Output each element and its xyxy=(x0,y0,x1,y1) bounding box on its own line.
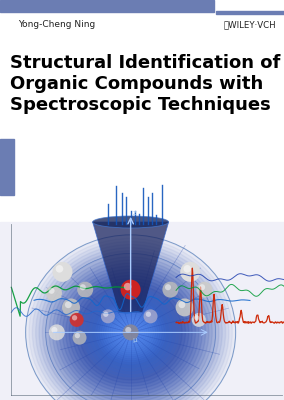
Ellipse shape xyxy=(100,305,161,360)
Circle shape xyxy=(51,327,57,333)
Ellipse shape xyxy=(89,294,172,371)
Circle shape xyxy=(103,312,108,317)
Ellipse shape xyxy=(53,260,209,400)
Circle shape xyxy=(197,282,212,298)
Bar xyxy=(216,11,284,14)
Circle shape xyxy=(80,284,86,290)
Ellipse shape xyxy=(99,303,162,362)
Ellipse shape xyxy=(98,303,163,362)
Ellipse shape xyxy=(39,248,222,400)
Ellipse shape xyxy=(76,282,185,383)
Ellipse shape xyxy=(113,317,148,348)
Ellipse shape xyxy=(96,300,165,364)
Circle shape xyxy=(123,324,139,340)
Circle shape xyxy=(75,333,80,338)
Circle shape xyxy=(53,262,72,282)
Ellipse shape xyxy=(111,315,150,350)
Bar xyxy=(0,139,14,195)
Ellipse shape xyxy=(118,321,143,344)
Ellipse shape xyxy=(66,272,195,392)
Ellipse shape xyxy=(106,310,155,355)
Circle shape xyxy=(180,262,200,282)
Ellipse shape xyxy=(112,316,149,349)
Ellipse shape xyxy=(59,266,202,398)
Ellipse shape xyxy=(120,323,141,342)
Ellipse shape xyxy=(102,307,159,358)
Circle shape xyxy=(65,301,72,308)
Circle shape xyxy=(178,301,185,308)
Circle shape xyxy=(194,315,199,320)
Bar xyxy=(0,0,214,12)
Circle shape xyxy=(101,309,115,323)
Circle shape xyxy=(125,327,131,333)
Ellipse shape xyxy=(93,297,169,368)
Circle shape xyxy=(77,282,93,298)
Circle shape xyxy=(72,315,77,320)
Circle shape xyxy=(72,331,87,345)
Circle shape xyxy=(176,298,194,316)
Circle shape xyxy=(146,312,151,317)
Ellipse shape xyxy=(69,276,192,389)
Text: Yong-Cheng Ning: Yong-Cheng Ning xyxy=(18,20,95,29)
Ellipse shape xyxy=(72,278,189,386)
Circle shape xyxy=(49,288,55,294)
Circle shape xyxy=(62,298,80,316)
Ellipse shape xyxy=(96,301,166,364)
Circle shape xyxy=(162,282,178,298)
Ellipse shape xyxy=(42,251,219,400)
Circle shape xyxy=(165,284,171,290)
Ellipse shape xyxy=(32,242,229,400)
Circle shape xyxy=(124,283,131,290)
Ellipse shape xyxy=(123,325,139,340)
Ellipse shape xyxy=(56,263,206,400)
Circle shape xyxy=(49,324,65,340)
Ellipse shape xyxy=(122,325,139,340)
Circle shape xyxy=(192,313,206,327)
Ellipse shape xyxy=(46,254,216,400)
Circle shape xyxy=(199,284,205,290)
Text: μ: μ xyxy=(133,337,137,343)
Circle shape xyxy=(70,313,84,327)
Ellipse shape xyxy=(107,311,154,354)
Circle shape xyxy=(56,265,63,273)
Bar xyxy=(0,222,284,400)
Ellipse shape xyxy=(105,309,157,356)
Ellipse shape xyxy=(103,306,159,358)
Ellipse shape xyxy=(93,216,169,228)
Circle shape xyxy=(183,265,191,273)
Ellipse shape xyxy=(83,288,179,377)
Ellipse shape xyxy=(62,269,199,396)
Ellipse shape xyxy=(36,244,225,400)
Ellipse shape xyxy=(79,285,182,380)
Text: z: z xyxy=(133,210,136,216)
Ellipse shape xyxy=(116,319,145,346)
Ellipse shape xyxy=(86,291,176,374)
Text: Structural Identification of
Organic Compounds with
Spectroscopic Techniques: Structural Identification of Organic Com… xyxy=(10,54,280,114)
Polygon shape xyxy=(93,222,169,312)
Circle shape xyxy=(121,280,141,300)
Ellipse shape xyxy=(109,312,152,352)
Ellipse shape xyxy=(124,327,137,338)
Ellipse shape xyxy=(119,322,142,343)
Ellipse shape xyxy=(49,257,212,400)
Circle shape xyxy=(46,285,62,301)
Ellipse shape xyxy=(116,319,146,346)
Circle shape xyxy=(143,309,158,323)
Ellipse shape xyxy=(127,329,135,336)
Text: ⓈWILEY·VCH: ⓈWILEY·VCH xyxy=(224,20,276,29)
Ellipse shape xyxy=(109,313,152,352)
